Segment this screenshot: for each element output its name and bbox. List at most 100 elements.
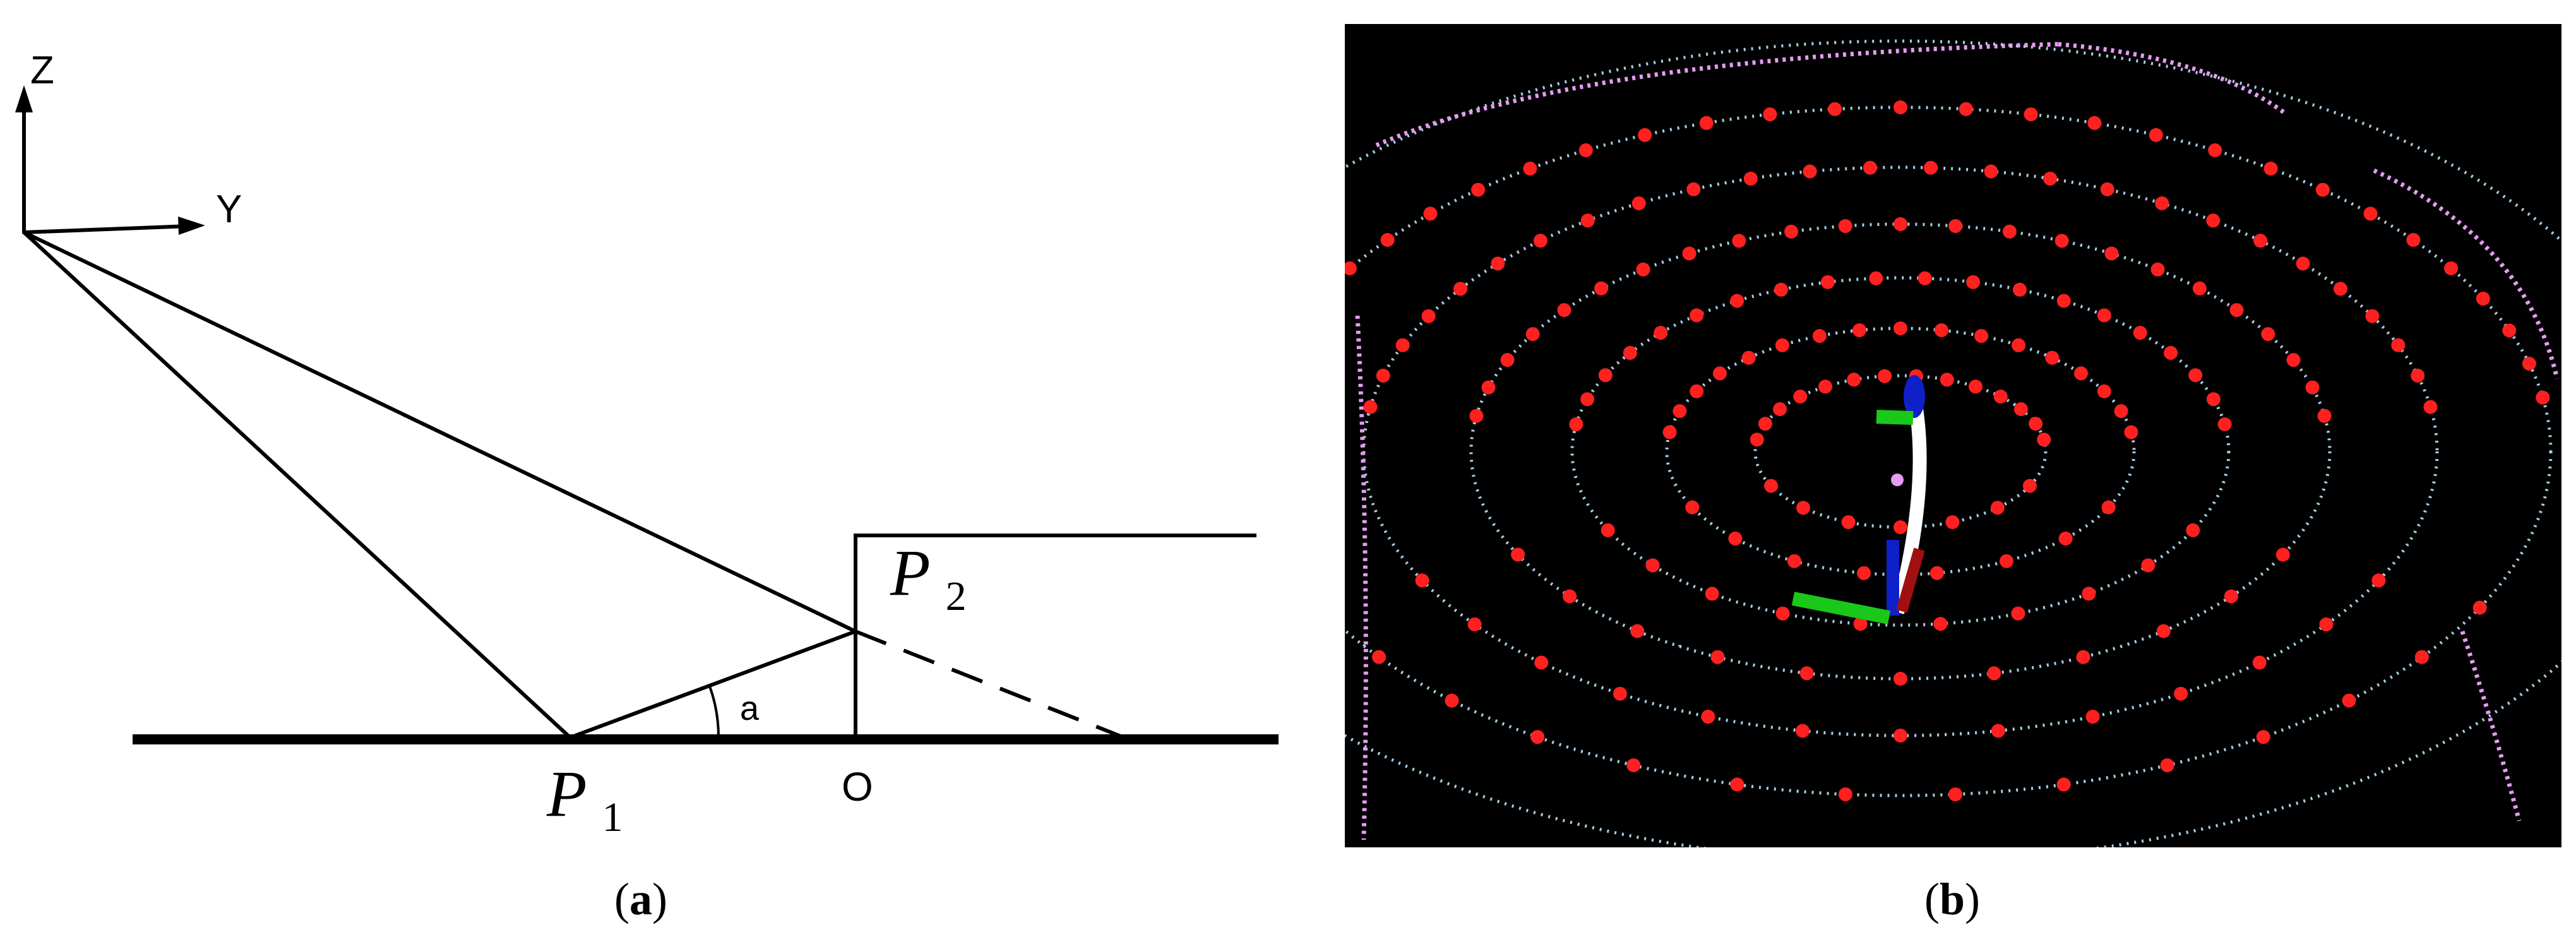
ray-extension-dashed (854, 630, 1125, 739)
ground-marker (1730, 777, 1744, 792)
ground-marker (1533, 234, 1547, 248)
ground-marker (1686, 182, 1701, 196)
sensor-center-dot (1891, 474, 1904, 486)
ground-marker (1682, 246, 1696, 261)
ground-marker (2363, 206, 2378, 221)
ground-marker (1924, 160, 1938, 175)
ground-marker (1853, 617, 1868, 631)
ground-marker (1893, 672, 1907, 686)
ground-marker (2217, 417, 2232, 431)
ground-marker (1467, 617, 1482, 631)
ground-marker (1376, 368, 1390, 383)
ground-marker (2124, 425, 2138, 439)
sensor-axis-green-bottom (1791, 592, 1891, 624)
ground-marker (2174, 686, 2188, 701)
ground-marker (1654, 326, 1668, 340)
ground-marker (1594, 281, 1609, 295)
ground-marker (2141, 558, 2156, 573)
ground-marker (1685, 500, 1700, 515)
ground-marker (2305, 380, 2320, 395)
ground-marker (2365, 309, 2380, 323)
ground-marker (1626, 758, 1641, 772)
ground-marker (2076, 650, 2090, 664)
ground-marker (1534, 655, 1549, 670)
ground-marker (2411, 368, 2425, 383)
ground-marker (1775, 606, 1790, 621)
p2-subscript: 2 (946, 573, 967, 619)
ground-marker (1491, 256, 1505, 271)
ground-marker (1705, 587, 1719, 601)
z-axis-label: Z (30, 49, 54, 92)
sensor-axis-red-bottom (1896, 547, 1925, 613)
ground-marker (2024, 107, 2038, 122)
ground-marker (1838, 219, 1852, 233)
ground-marker (1852, 323, 1866, 337)
ground-marker (2149, 128, 2163, 142)
ground-marker (1314, 600, 1328, 614)
ground-marker (1251, 391, 1265, 405)
ground-marker (1948, 219, 1963, 233)
angle-label: a (740, 689, 760, 727)
scan-ring (1665, 326, 2136, 576)
ground-marker (1578, 143, 1593, 157)
ground-marker (2263, 162, 2278, 176)
ground-marker (1345, 261, 1357, 275)
ground-marker (1699, 116, 1714, 130)
ground-marker (2100, 182, 2114, 196)
ground-markers (1251, 100, 2550, 802)
angle-arc (708, 686, 720, 738)
ground-marker (2045, 350, 2060, 365)
ground-marker (2056, 777, 2071, 792)
ground-marker (1945, 515, 1960, 529)
ground-marker (1775, 338, 1789, 352)
ground-marker (1869, 271, 1883, 285)
ground-marker (1673, 404, 1687, 419)
ground-marker (1993, 390, 2008, 404)
y-axis-label: Y (216, 188, 242, 231)
ground-marker (1987, 666, 2001, 681)
coordinate-axes (15, 85, 205, 235)
ground-marker (2087, 116, 2102, 130)
ground-marker (2188, 368, 2203, 383)
ground-marker (1613, 686, 1627, 701)
ground-marker (2043, 171, 2058, 186)
far-returns (1355, 42, 2560, 840)
ground-marker (1421, 309, 1436, 323)
ground-marker (1828, 102, 1842, 116)
ground-marker (1940, 373, 1954, 387)
ground-marker (2315, 182, 2330, 197)
origin-label: O (842, 764, 873, 809)
ground-marker (1948, 787, 1962, 802)
ground-marker (1933, 617, 1948, 631)
ground-marker (2334, 282, 2347, 296)
ground-marker (1380, 233, 1395, 247)
ground-marker (1372, 650, 1386, 664)
ground-marker (2056, 294, 2071, 308)
p2-letter: P (890, 537, 929, 609)
ground-marker (1878, 369, 1892, 383)
y-axis-arrowhead (178, 217, 205, 235)
ground-marker (1728, 531, 1743, 546)
ground-marker (2256, 730, 2270, 744)
ground-marker (2253, 234, 2268, 248)
sensor-model (1791, 375, 1927, 624)
ground-marker (1893, 321, 1907, 335)
ground-marker (1820, 275, 1835, 289)
ground-marker (2013, 282, 2027, 297)
ground-marker (1701, 710, 1715, 724)
ground-marker (1525, 327, 1540, 342)
ground-marker (1710, 650, 1725, 664)
ground-marker (1917, 271, 1932, 285)
ground-marker (1530, 730, 1545, 744)
point-cloud-background (1345, 24, 2561, 847)
ground-marker (2317, 409, 2332, 423)
ground-marker (1784, 224, 1799, 239)
ground-marker (1758, 417, 1772, 431)
ground-marker (1799, 666, 1814, 681)
z-axis-arrowhead (15, 85, 33, 112)
ground-marker (1598, 368, 1613, 383)
ground-marker (1929, 566, 1944, 580)
ground-marker (1500, 353, 1515, 367)
ground-marker (2029, 417, 2043, 431)
ground-marker (2208, 143, 2222, 157)
